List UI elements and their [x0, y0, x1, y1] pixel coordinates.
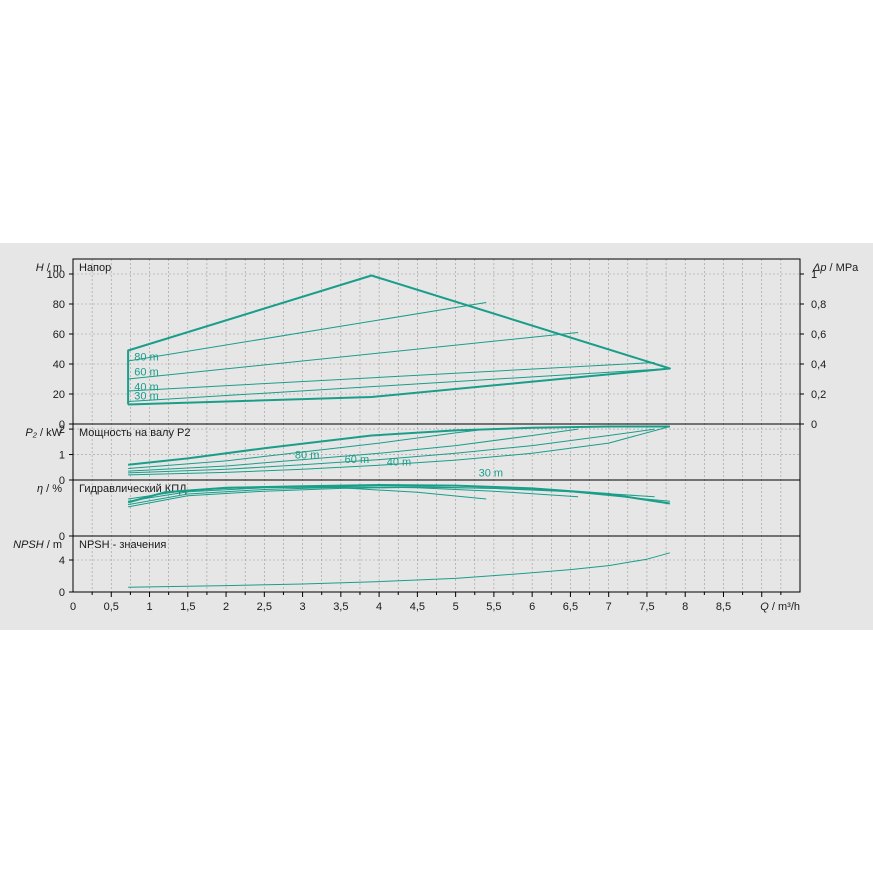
- curve-label: 80 m: [295, 450, 319, 462]
- series-line-max: [127, 425, 670, 466]
- y-tick-label: 40: [53, 359, 65, 371]
- series-line-30-m: [128, 368, 670, 402]
- x-tick-label: 6,5: [563, 601, 578, 613]
- y2-axis-title: Δp / MPa: [812, 262, 859, 274]
- y-axis-title: NPSH / m: [13, 539, 62, 551]
- series-line-40-m: [128, 428, 655, 474]
- x-tick-label: 6: [529, 601, 535, 613]
- y2-tick-label: 1: [811, 269, 817, 281]
- y-axis-title: η / %: [37, 483, 62, 495]
- y-tick-label: 0: [59, 587, 65, 599]
- x-tick-label: 7: [606, 601, 612, 613]
- pump-curve-panel: 0 20 40 60 80 100 H / m Напор 0 0,2 0,4 0,6 0,8 1 Δp /…: [0, 243, 873, 630]
- y-tick-label: 2: [59, 424, 65, 436]
- y-tick-label: 20: [53, 389, 65, 401]
- curve-label: 30 m: [479, 467, 503, 479]
- x-tick-label: 4,5: [410, 601, 425, 613]
- x-tick-label: 0: [70, 601, 76, 613]
- y-tick-label: 1: [59, 450, 65, 462]
- curve-label: 30 m: [134, 391, 158, 403]
- x-axis-title: Q / m³/h: [760, 601, 800, 613]
- x-tick-label: 1: [146, 601, 152, 613]
- series-line-30-m: [128, 426, 671, 476]
- y-tick-label: 0: [59, 419, 65, 431]
- panel-title: Напор: [79, 262, 111, 274]
- x-tick-label: 4: [376, 601, 382, 613]
- series-line-envelope: [127, 274, 671, 406]
- x-tick-label: 3: [300, 601, 306, 613]
- curve-label: 60 m: [134, 367, 158, 379]
- y2-tick-label: 0: [811, 419, 817, 431]
- curve-label: 40 m: [387, 457, 411, 469]
- x-tick-label: 1,5: [180, 601, 195, 613]
- x-tick-label: 7,5: [639, 601, 654, 613]
- y2-tick-label: 0,4: [811, 359, 826, 371]
- series-line-80-m: [128, 302, 487, 362]
- series-line-40-m: [128, 362, 655, 392]
- y-tick-label: 60: [53, 329, 65, 341]
- curve-label: 80 m: [134, 352, 158, 364]
- y-axis-title: H / m: [36, 262, 62, 274]
- y2-tick-label: 0,6: [811, 329, 826, 341]
- series-line-80-m: [128, 428, 487, 469]
- panel-title: Гидравлический КПД: [79, 483, 187, 495]
- y-tick-label: 80: [53, 299, 65, 311]
- series-line-30-m: [128, 486, 670, 508]
- x-tick-label: 3,5: [333, 601, 348, 613]
- panel-title: NPSH - значения: [79, 539, 166, 551]
- y-tick-label: 100: [47, 269, 65, 281]
- series-line-NPSH: [128, 552, 671, 588]
- x-tick-label: 8,5: [716, 601, 731, 613]
- x-tick-label: 8: [682, 601, 688, 613]
- x-tick-label: 5,5: [486, 601, 501, 613]
- y-axis-title: P₂ / kW: [25, 427, 62, 439]
- series-line-60-m: [128, 332, 579, 380]
- x-tick-label: 5: [453, 601, 459, 613]
- x-tick-label: 2: [223, 601, 229, 613]
- x-tick-label: 2,5: [257, 601, 272, 613]
- y-tick-label: 0: [59, 531, 65, 543]
- x-tick-label: 0,5: [104, 601, 119, 613]
- curve-label: 60 m: [345, 454, 369, 466]
- y-tick-label: 0: [59, 475, 65, 487]
- y-tick-label: 4: [59, 555, 65, 567]
- grid-lines: [73, 259, 800, 592]
- y2-tick-label: 0,2: [811, 389, 826, 401]
- curve-label: 40 m: [134, 382, 158, 394]
- series-line-60-m: [128, 428, 579, 472]
- panel-title: Мощность на валу P2: [79, 427, 191, 439]
- series-line-60-m: [128, 486, 579, 502]
- y2-tick-label: 0,8: [811, 299, 826, 311]
